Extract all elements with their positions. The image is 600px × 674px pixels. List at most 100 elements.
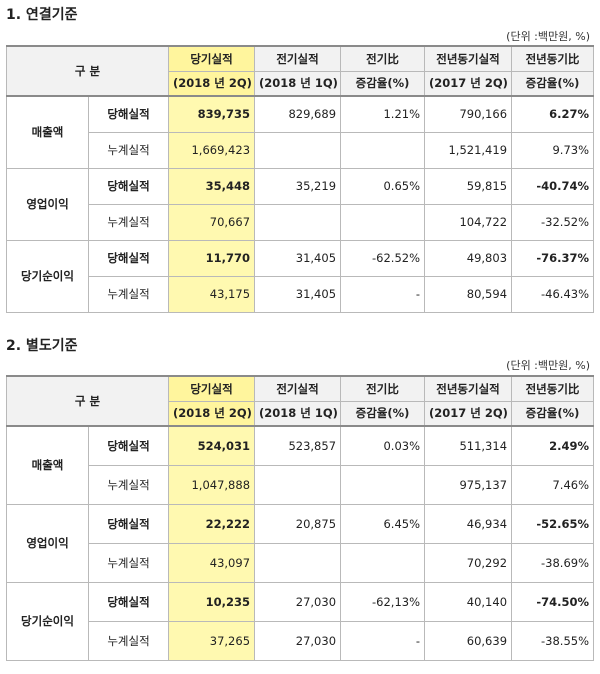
header-prev-rate-unit: 증감율(%) (340, 400, 426, 427)
header-previous: 전기실적 (254, 45, 342, 72)
header-yoy: 전년동기실적 (424, 45, 513, 72)
header-yoy-period: (2017 년 2Q) (424, 400, 513, 427)
previous-value: 20,875 (254, 503, 342, 544)
header-yoy-period: (2017 년 2Q) (424, 70, 513, 97)
table-row: 누계실적 1,669,423 1,521,419 9.73% (7, 131, 595, 169)
yoy-value: 70,292 (424, 542, 513, 583)
current-value: 22,222 (168, 503, 256, 544)
yoy-value: 60,639 (424, 620, 513, 661)
current-value: 37,265 (168, 620, 256, 661)
header-prev-rate-unit: 증감율(%) (340, 70, 426, 97)
row-label: 당해실적 (87, 167, 170, 205)
header-prev-rate: 전기比 (340, 45, 426, 72)
previous-rate: -62,13% (340, 581, 426, 622)
previous-rate: 0.03% (340, 425, 426, 466)
table-row: 매출액 당해실적 524,031 523,857 0.03% 511,314 2… (6, 425, 595, 505)
previous-value: 31,405 (254, 239, 342, 277)
group-label: 당기순이익 (6, 581, 89, 661)
previous-value: 35,219 (254, 167, 342, 205)
consolidated-table: 구 분 당기실적 전기실적 전기比 전년동기실적 전년동기比 (2018 년 2… (5, 45, 595, 313)
yoy-value: 40,140 (424, 581, 513, 622)
header-current-period: (2018 년 2Q) (168, 70, 256, 97)
previous-rate: - (340, 275, 426, 313)
row-label: 당해실적 (87, 503, 170, 544)
group-label: 당기순이익 (6, 239, 89, 313)
previous-value: 523,857 (254, 425, 342, 466)
previous-value (254, 131, 342, 169)
previous-value: 27,030 (254, 620, 342, 661)
yoy-value: 104,722 (424, 203, 513, 241)
yoy-value: 1,521,419 (424, 131, 513, 169)
previous-value: 829,689 (254, 95, 342, 133)
group-label: 영업이익 (6, 167, 89, 241)
header-yoy-rate-unit: 증감율(%) (511, 400, 595, 427)
row-label: 누계실적 (87, 620, 170, 661)
previous-rate: -62.52% (340, 239, 426, 277)
yoy-rate: 6.27% (511, 95, 595, 133)
yoy-rate: -74.50% (511, 581, 595, 622)
yoy-value: 80,594 (424, 275, 513, 313)
group-label: 영업이익 (6, 503, 89, 583)
current-value: 10,235 (168, 581, 256, 622)
row-label: 당해실적 (87, 239, 170, 277)
previous-rate (340, 131, 426, 169)
previous-value (254, 203, 342, 241)
current-value: 70,667 (168, 203, 256, 241)
previous-value: 27,030 (254, 581, 342, 622)
previous-value: 31,405 (254, 275, 342, 313)
yoy-rate: -46.43% (511, 275, 595, 313)
header-current: 당기실적 (168, 45, 256, 72)
section-1-unit: (단위 :백만원, %) (506, 30, 590, 43)
current-value: 35,448 (168, 167, 256, 205)
previous-rate (340, 464, 426, 505)
table-row: 영업이익 당해실적 35,448 35,219 0.65% 59,815 -40… (6, 167, 595, 241)
group-label: 매출액 (6, 425, 89, 505)
yoy-rate: -40.74% (511, 167, 595, 205)
previous-rate: 6.45% (340, 503, 426, 544)
header-prev-rate: 전기比 (340, 375, 426, 402)
header-previous-period: (2018 년 1Q) (254, 70, 342, 97)
row-label: 누계실적 (87, 131, 170, 169)
header-gubun: 구 분 (5, 45, 170, 97)
header-previous-period: (2018 년 1Q) (254, 400, 342, 427)
yoy-value: 790,166 (424, 95, 513, 133)
row-label: 누계실적 (87, 203, 170, 241)
yoy-value: 59,815 (424, 167, 513, 205)
header-gubun: 구 분 (5, 375, 170, 427)
header-yoy: 전년동기실적 (424, 375, 513, 402)
row-label: 당해실적 (87, 425, 170, 466)
previous-rate: - (340, 620, 426, 661)
current-value: 43,175 (168, 275, 256, 313)
table-row: 매출액 당해실적 839,735 829,689 1.21% 790,166 6… (6, 95, 595, 169)
table-row: 당기순이익 당해실적 11,770 31,405 -62.52% 49,803 … (6, 239, 595, 313)
yoy-rate: -52.65% (511, 503, 595, 544)
separate-table: 구 분 당기실적 전기실적 전기比 전년동기실적 전년동기比 (2018 년 2… (5, 375, 595, 661)
yoy-rate: -38.55% (511, 620, 595, 661)
yoy-rate: 7.46% (511, 464, 595, 505)
header-current: 당기실적 (168, 375, 256, 402)
table-row: 누계실적 1,047,888 975,137 7.46% (7, 464, 595, 505)
current-value: 839,735 (168, 95, 256, 133)
table-row: 누계실적 43,097 70,292 -38.69% (7, 542, 595, 583)
previous-value (254, 542, 342, 583)
previous-rate: 0.65% (340, 167, 426, 205)
header-yoy-rate: 전년동기比 (511, 45, 595, 72)
row-label: 당해실적 (87, 95, 170, 133)
current-value: 524,031 (168, 425, 256, 466)
yoy-rate: -32.52% (511, 203, 595, 241)
table-row: 누계실적 37,265 27,030 - 60,639 -38.55% (7, 620, 595, 661)
current-value: 43,097 (168, 542, 256, 583)
yoy-rate: -38.69% (511, 542, 595, 583)
row-label: 누계실적 (87, 275, 170, 313)
current-value: 1,047,888 (168, 464, 256, 505)
table-row: 누계실적 70,667 104,722 -32.52% (7, 203, 595, 241)
section-1-title: 1. 연결기준 (6, 7, 78, 23)
previous-rate (340, 542, 426, 583)
yoy-value: 975,137 (424, 464, 513, 505)
yoy-value: 511,314 (424, 425, 513, 466)
yoy-value: 46,934 (424, 503, 513, 544)
section-2-title: 2. 별도기준 (6, 338, 78, 354)
previous-rate: 1.21% (340, 95, 426, 133)
row-label: 당해실적 (87, 581, 170, 622)
current-value: 11,770 (168, 239, 256, 277)
